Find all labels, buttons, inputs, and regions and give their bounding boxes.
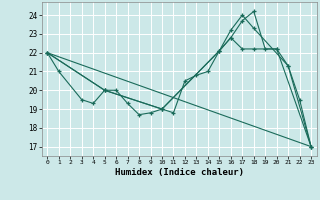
X-axis label: Humidex (Indice chaleur): Humidex (Indice chaleur) — [115, 168, 244, 177]
